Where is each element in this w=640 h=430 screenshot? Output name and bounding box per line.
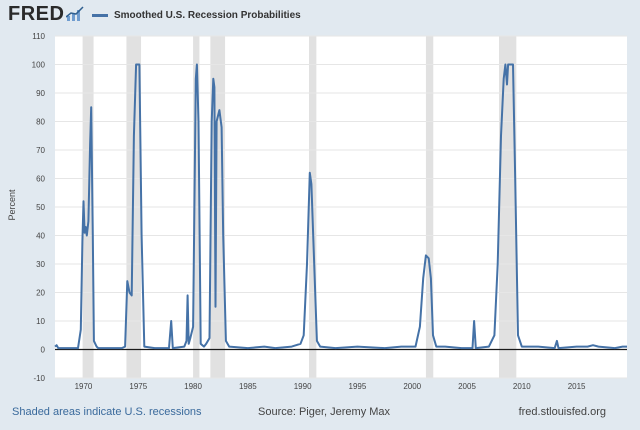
y-tick-70: 70 xyxy=(36,146,45,155)
legend-swatch xyxy=(92,13,108,17)
x-tick-1995: 1995 xyxy=(349,382,367,391)
y-tick-100: 100 xyxy=(32,61,46,70)
recession-probability-chart: -10 0 10 20 30 40 50 60 70 80 90 100 110 1970 1975 198… xyxy=(7,32,627,391)
y-tick--10: -10 xyxy=(33,374,45,383)
y-gridlines xyxy=(55,35,627,379)
source-text: Source: Piger, Jeremy Max xyxy=(258,406,391,418)
y-tick-80: 80 xyxy=(36,118,45,127)
chart-footer: Shaded areas indicate U.S. recessions So… xyxy=(0,400,640,430)
y-tick-50: 50 xyxy=(36,203,45,212)
x-tick-1990: 1990 xyxy=(294,382,312,391)
y-tick-20: 20 xyxy=(36,289,45,298)
y-tick-40: 40 xyxy=(36,232,45,241)
y-tick-90: 90 xyxy=(36,89,45,98)
x-tick-2010: 2010 xyxy=(513,382,531,391)
fred-logo[interactable]: FRED xyxy=(8,3,65,25)
chart-legend: Smoothed U.S. Recession Probabilities xyxy=(92,8,301,22)
x-tick-1975: 1975 xyxy=(129,382,147,391)
x-tick-1970: 1970 xyxy=(75,382,93,391)
y-tick-labels: -10 0 10 20 30 40 50 60 70 80 90 100 110 xyxy=(32,32,46,383)
series-lines xyxy=(54,63,627,350)
chart-header: FRED Smoothed U.S. Recession Probabiliti… xyxy=(0,0,640,30)
recession-note: Shaded areas indicate U.S. recessions xyxy=(12,406,202,418)
x-tick-labels: 1970 1975 1980 1985 1990 1995 2000 2005 2010 2015 xyxy=(75,382,586,391)
x-tick-2005: 2005 xyxy=(458,382,476,391)
site-link[interactable]: fred.stlouisfed.org xyxy=(518,406,606,418)
y-tick-30: 30 xyxy=(36,260,45,269)
x-tick-1980: 1980 xyxy=(184,382,202,391)
x-tick-2015: 2015 xyxy=(568,382,586,391)
x-tick-1985: 1985 xyxy=(239,382,257,391)
y-tick-60: 60 xyxy=(36,175,45,184)
y-tick-110: 110 xyxy=(32,32,45,41)
y-axis-title: Percent xyxy=(7,189,17,221)
series-line-0 xyxy=(54,63,627,350)
y-tick-10: 10 xyxy=(36,317,45,326)
chart-trend-icon xyxy=(66,6,84,21)
legend-label: Smoothed U.S. Recession Probabilities xyxy=(114,9,301,21)
x-tick-2000: 2000 xyxy=(403,382,421,391)
y-tick-0: 0 xyxy=(41,346,46,355)
